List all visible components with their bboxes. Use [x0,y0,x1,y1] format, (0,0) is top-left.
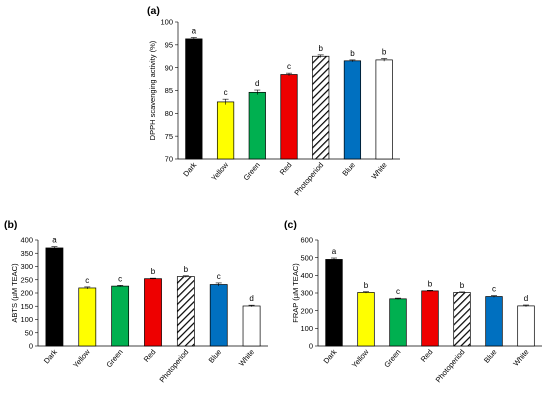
x-tick-label: Dark [321,347,338,365]
panel-label: (c) [284,219,297,231]
significance-letter: d [249,294,253,303]
y-tick-label: 0 [309,342,313,351]
significance-letter: a [332,247,337,256]
bar-red [144,278,162,347]
significance-letter: c [217,272,221,281]
bar-photoperiod [312,55,330,160]
x-tick-label: Red [419,348,435,364]
significance-letter: a [192,27,197,36]
y-tick-label: 150 [20,302,33,311]
panel-label: (a) [147,5,160,17]
x-tick-label: Photoperiod [157,348,190,385]
bar-white [375,59,393,160]
significance-letter: c [85,276,89,285]
y-tick-label: 100 [20,315,33,324]
significance-letter: b [318,44,323,53]
y-tick-label: 95 [165,40,173,49]
x-tick-label: Yellow [209,160,230,183]
bar-red [421,290,439,347]
bar-yellow [78,287,97,347]
y-tick-label: 300 [20,262,33,271]
y-tick-label: 85 [165,86,173,95]
x-tick-label: Dark [42,347,59,365]
chart-panel-c: (c) FRAP (µM TEAC) 0 100 200 300 400 500 600 a Dar… [284,219,542,384]
significance-letter: a [52,236,57,245]
y-axis-label: DPPH scavenging activity (%) [148,40,157,140]
y-tick-label: 400 [20,236,33,245]
x-tick-label: Green [382,348,402,370]
significance-letter: d [524,294,528,303]
bar-red [280,74,298,160]
y-tick-label: 50 [25,328,33,337]
significance-letter: b [460,281,465,290]
y-tick-label: 100 [300,324,313,333]
bar-photoperiod [176,276,195,347]
x-tick-label: White [511,348,530,368]
x-tick-label: White [237,348,256,368]
bar-yellow [216,101,235,160]
significance-letter: b [350,49,355,58]
significance-letter: b [151,267,156,276]
y-tick-label: 350 [20,249,33,258]
bar-white [517,305,535,347]
x-tick-label: Blue [207,348,224,365]
x-tick-label: Green [104,348,124,370]
significance-letter: b [184,265,189,274]
x-tick-label: Blue [340,161,357,178]
x-tick-label: Yellow [350,347,371,370]
bar-blue [485,296,503,347]
bar-dark [45,247,64,347]
x-tick-label: Blue [482,348,499,365]
y-tick-label: 200 [20,289,33,298]
bar-green [389,298,407,347]
y-tick-label: 300 [300,289,313,298]
y-tick-label: 90 [165,63,173,72]
y-axis-label: ABTS (µM TEAC) [10,263,19,323]
bar-green [248,91,266,160]
y-tick-label: 250 [20,275,33,284]
y-tick-label: 70 [165,155,173,164]
bar-blue [343,60,362,160]
x-tick-label: Red [278,161,294,177]
bar-photoperiod [453,292,471,347]
y-tick-label: 0 [29,342,33,351]
bar-blue [209,284,228,347]
significance-letter: c [396,287,400,296]
significance-letter: b [364,281,369,290]
y-tick-label: 500 [300,253,313,262]
chart-panel-b: (b) ABTS (µM TEAC) 0 50 100 150 200 250 300 350 40… [4,219,268,384]
y-axis-label: FRAP (µM TEAC) [291,263,300,323]
y-tick-label: 100 [160,18,173,27]
y-tick-label: 200 [300,306,313,315]
y-tick-label: 75 [165,132,173,141]
x-tick-label: Dark [181,160,198,178]
significance-letter: c [224,88,228,97]
x-tick-label: Green [242,161,262,183]
bar-dark [185,38,203,160]
y-tick-label: 400 [300,271,313,280]
significance-letter: c [287,62,291,71]
bar-white [242,305,261,347]
significance-letter: b [382,48,387,57]
significance-letter: c [118,274,122,283]
significance-letter: c [492,285,496,294]
x-tick-label: Photoperiod [434,348,467,385]
bar-green [111,285,130,347]
x-tick-label: White [369,161,388,181]
chart-panel-a: (a) DPPH scavenging activity (%) 70 75 80 85 9… [147,5,400,197]
x-tick-label: Red [142,348,158,364]
significance-letter: d [255,79,259,88]
significance-letter: b [428,279,433,288]
y-tick-label: 600 [300,236,313,245]
y-tick-label: 80 [165,109,173,118]
x-tick-label: Yellow [71,347,92,370]
x-tick-label: Photoperiod [292,161,325,198]
panel-label: (b) [4,219,17,231]
bar-yellow [357,292,375,347]
bar-dark [325,259,343,347]
